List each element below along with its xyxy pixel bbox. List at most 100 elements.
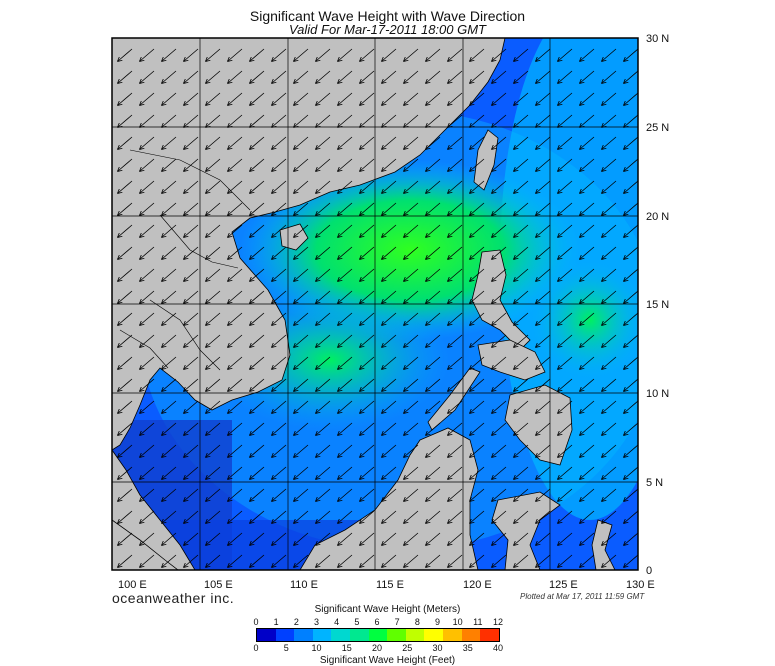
wave-arrow (514, 202, 529, 215)
wave-arrow (184, 180, 199, 193)
legend-feet-tick: 20 (371, 643, 383, 653)
wave-arrow (140, 70, 155, 83)
wave-arrow (426, 268, 441, 281)
wave-arrow (624, 92, 638, 105)
wave-arrow (448, 378, 463, 391)
wave-arrow (426, 400, 441, 413)
wave-arrow (602, 422, 617, 435)
wave-arrow (558, 488, 573, 501)
wave-arrow (294, 444, 309, 457)
wave-arrow (162, 334, 177, 347)
wave-arrow (492, 510, 507, 523)
wave-arrow (272, 312, 287, 325)
wave-arrow (404, 532, 419, 545)
wave-arrow (404, 180, 419, 193)
wave-arrow (228, 334, 243, 347)
wave-arrow (206, 532, 221, 545)
wave-arrow (140, 466, 155, 479)
wave-arrow (294, 378, 309, 391)
wave-arrow (624, 158, 638, 171)
wave-arrow (360, 312, 375, 325)
wave-arrow (316, 136, 331, 149)
wave-arrow (118, 356, 133, 369)
wave-arrow (338, 202, 353, 215)
wave-arrow (624, 356, 638, 369)
wave-arrow (404, 466, 419, 479)
wave-arrow (536, 224, 551, 237)
wave-arrow (272, 70, 287, 83)
wave-arrow (272, 356, 287, 369)
wave-arrow (162, 48, 177, 61)
legend-swatch (405, 629, 425, 641)
wave-arrow (558, 114, 573, 127)
wave-arrow (404, 400, 419, 413)
wave-arrow (404, 290, 419, 303)
wave-arrow (184, 70, 199, 83)
wave-arrow (536, 466, 551, 479)
wave-arrow (624, 180, 638, 193)
wave-arrow (470, 532, 485, 545)
wave-arrow (382, 378, 397, 391)
wave-arrow (206, 554, 221, 567)
wave-arrow (338, 224, 353, 237)
wave-arrow (162, 180, 177, 193)
wave-arrow (140, 510, 155, 523)
wave-arrow (602, 246, 617, 259)
wave-arrow (426, 488, 441, 501)
wave-arrow (602, 444, 617, 457)
legend-swatch (350, 629, 369, 641)
wave-arrow (360, 378, 375, 391)
wave-arrow (514, 334, 529, 347)
legend-swatch (387, 629, 406, 641)
wave-arrow (316, 444, 331, 457)
legend-meter-tick: 11 (473, 617, 483, 627)
wave-arrow (360, 532, 375, 545)
wave-arrow (426, 510, 441, 523)
wave-arrow (184, 400, 199, 413)
legend-swatch (443, 629, 462, 641)
wave-arrow (602, 92, 617, 105)
wave-arrow (294, 48, 309, 61)
wave-arrow (448, 224, 463, 237)
wave-arrow (272, 268, 287, 281)
wave-arrow (470, 356, 485, 369)
wave-arrow (448, 334, 463, 347)
wave-arrow (558, 312, 573, 325)
wave-arrow (470, 466, 485, 479)
wave-arrow (118, 202, 133, 215)
wave-arrow (580, 224, 595, 237)
wave-direction-arrows (118, 48, 638, 567)
legend-meter-tick: 1 (273, 617, 279, 627)
legend-feet-tick: 0 (253, 643, 259, 653)
wave-arrow (492, 488, 507, 501)
wave-arrow (382, 268, 397, 281)
lat-label: 15 N (646, 299, 669, 311)
wave-arrow (492, 334, 507, 347)
wave-arrow (602, 334, 617, 347)
wave-arrow (426, 554, 441, 567)
legend-feet-tick: 35 (462, 643, 473, 653)
wave-arrow (228, 510, 243, 523)
wave-arrow (602, 202, 617, 215)
wave-arrow (580, 70, 595, 83)
wave-arrow (580, 510, 595, 523)
wave-arrow (118, 224, 133, 237)
wave-arrow (316, 224, 331, 237)
legend-swatch (331, 629, 351, 641)
wave-arrow (580, 356, 595, 369)
wave-arrow (514, 246, 529, 259)
wave-arrow (470, 48, 485, 61)
wave-arrow (514, 466, 529, 479)
wave-arrow (580, 488, 595, 501)
wave-arrow (580, 466, 595, 479)
legend-meter-tick: 12 (492, 617, 504, 627)
wave-arrow (228, 356, 243, 369)
wave-arrow (404, 268, 419, 281)
wave-arrow (206, 378, 221, 391)
wave-arrow (140, 48, 155, 61)
wave-arrow (382, 488, 397, 501)
wave-arrow (580, 92, 595, 105)
wave-arrow (338, 444, 353, 457)
wave-arrow (316, 532, 331, 545)
wave-arrow (536, 488, 551, 501)
